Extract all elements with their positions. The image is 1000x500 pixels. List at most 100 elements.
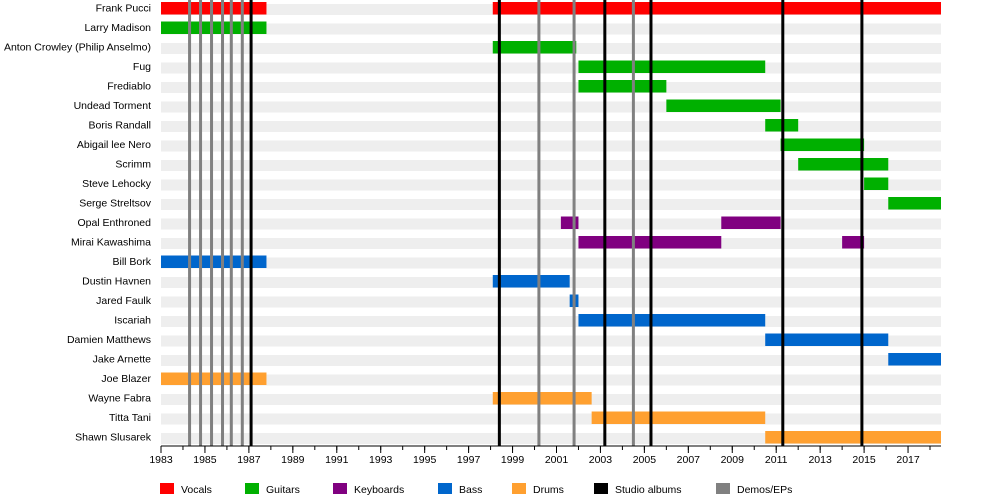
x-tick-label: 2003 (589, 454, 613, 466)
member-label: Frediablo (107, 81, 151, 93)
member-label: Fug (133, 61, 151, 73)
member-bar (578, 314, 766, 327)
member-label: Iscariah (114, 315, 151, 327)
legend-label: Guitars (266, 484, 300, 496)
x-tick-label: 2013 (808, 454, 832, 466)
legend-label: Keyboards (354, 484, 404, 496)
member-label: Jared Faulk (96, 295, 152, 307)
row-band (161, 160, 941, 171)
member-label: Dustin Havnen (82, 276, 151, 288)
member-bar (666, 99, 781, 112)
member-bar (578, 60, 766, 73)
legend-swatch (512, 483, 526, 494)
x-tick-label: 1987 (237, 454, 261, 466)
member-bar (492, 392, 592, 405)
x-tick-label: 1995 (413, 454, 437, 466)
member-label: Shawn Slusarek (75, 432, 152, 444)
member-bar (721, 216, 781, 229)
row-band (161, 199, 941, 210)
member-label: Undead Torment (74, 100, 152, 112)
x-tick-label: 1993 (369, 454, 393, 466)
x-tick-label: 1989 (281, 454, 305, 466)
row-band (161, 257, 941, 269)
member-bar (765, 431, 941, 444)
row-band (161, 374, 941, 386)
row-band (161, 316, 941, 327)
member-label: Larry Madison (84, 22, 151, 34)
row-bands (161, 4, 941, 444)
row-band (161, 413, 941, 425)
x-tick-label: 2015 (852, 454, 876, 466)
row-band (161, 101, 941, 113)
legend-label: Bass (459, 484, 482, 496)
member-bar (765, 333, 889, 346)
x-tick-label: 1999 (501, 454, 525, 466)
row-band (161, 433, 941, 444)
member-bar (888, 353, 941, 366)
member-label: Titta Tani (109, 412, 151, 424)
legend-label: Vocals (181, 484, 212, 496)
member-labels: Frank Pucci Larry Madison Anton Crowley (P… (4, 3, 152, 444)
row-band (161, 179, 941, 191)
row-band (161, 296, 941, 308)
row-band (161, 218, 941, 230)
member-label: Joe Blazer (101, 373, 151, 385)
member-label: Bill Bork (112, 256, 151, 268)
member-bar (888, 197, 941, 210)
row-band (161, 121, 941, 132)
member-bar (161, 2, 267, 15)
legend-swatch (716, 483, 730, 494)
member-bar (798, 158, 889, 171)
x-tick-label: 1985 (193, 454, 217, 466)
member-label: Frank Pucci (96, 3, 151, 15)
member-bar (591, 411, 766, 424)
legend-swatch (333, 483, 347, 494)
x-axis: 1983 1985 1987 1989 1991 1993 1995 1997 1999 2001… (149, 445, 941, 466)
x-tick-label: 1991 (325, 454, 349, 466)
legend-swatch (160, 483, 174, 494)
member-bar (864, 177, 889, 190)
legend-label: Studio albums (615, 484, 682, 496)
member-label: Abigail lee Nero (77, 139, 151, 151)
member-bar (161, 372, 267, 385)
member-label: Jake Arnette (93, 354, 152, 366)
x-tick-label: 2001 (545, 454, 569, 466)
member-bar (560, 216, 579, 229)
legend-swatch (438, 483, 452, 494)
legend-swatch (245, 483, 259, 494)
event-lines (188, 0, 864, 446)
member-label: Opal Enthroned (77, 217, 151, 229)
legend-label: Drums (533, 484, 564, 496)
member-bar (161, 255, 267, 268)
legend-swatch (594, 483, 608, 494)
member-label: Serge Streltsov (79, 198, 152, 210)
row-band (161, 335, 941, 347)
row-band (161, 23, 941, 35)
member-label: Steve Lehocky (82, 178, 152, 190)
x-tick-label: 2011 (765, 454, 788, 466)
row-band (161, 355, 941, 366)
row-band (161, 82, 941, 93)
x-tick-label: 2005 (633, 454, 657, 466)
member-label: Anton Crowley (Philip Anselmo) (4, 42, 151, 54)
x-tick-label: 2017 (896, 454, 920, 466)
member-bar (578, 80, 667, 93)
member-bar (492, 275, 570, 288)
member-label: Damien Matthews (67, 334, 151, 346)
member-bar (842, 236, 865, 249)
row-band (161, 62, 941, 74)
member-bar (492, 2, 941, 15)
member-bar (492, 41, 577, 54)
member-label: Wayne Fabra (88, 393, 151, 405)
row-band (161, 140, 941, 152)
member-bar (780, 138, 865, 151)
row-band (161, 238, 941, 249)
x-tick-label: 1997 (457, 454, 481, 466)
member-label: Scrimm (115, 159, 151, 171)
x-tick-label: 1983 (149, 454, 173, 466)
member-label: Boris Randall (89, 120, 151, 132)
x-tick-label: 2007 (677, 454, 701, 466)
x-tick-label: 2009 (721, 454, 745, 466)
legend-label: Demos/EPs (737, 484, 792, 496)
